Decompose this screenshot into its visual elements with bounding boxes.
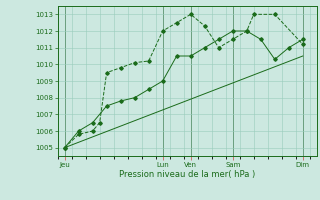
X-axis label: Pression niveau de la mer( hPa ): Pression niveau de la mer( hPa ) — [119, 170, 255, 179]
